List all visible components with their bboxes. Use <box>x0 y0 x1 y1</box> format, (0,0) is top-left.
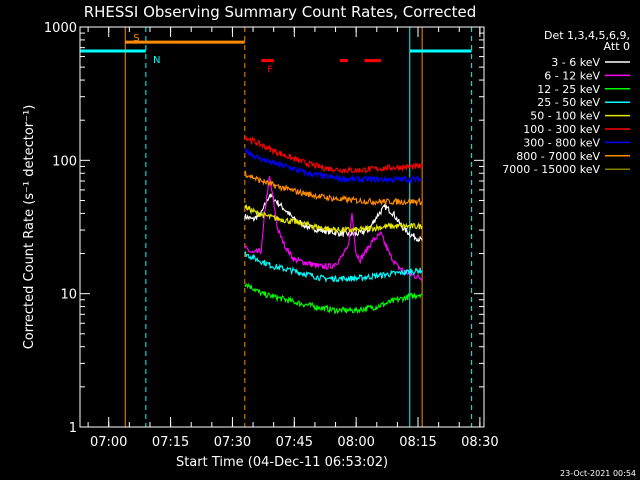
legend-header-line: Att 0 <box>604 40 630 53</box>
y-tick-label: 1000 <box>44 21 77 36</box>
legend-label-2: 12 - 25 keV <box>537 83 600 96</box>
legend-label-3: 25 - 50 keV <box>537 96 600 109</box>
legend-label-8: 7000 - 15000 keV <box>502 163 600 176</box>
x-tick-label: 07:00 <box>90 435 127 450</box>
y-tick-label: 1 <box>69 421 77 436</box>
y-axis-label: Corrected Count Rate (s⁻¹ detector⁻¹) <box>22 105 37 350</box>
series-line-3 <box>244 251 423 284</box>
series-line-4 <box>244 204 423 235</box>
flag-label-s: S <box>133 33 139 44</box>
y-axis: 1 10 100 1000 <box>44 21 484 436</box>
plot-frame <box>79 26 485 428</box>
series-line-7 <box>244 169 423 207</box>
legend-label-4: 50 - 100 keV <box>530 110 600 123</box>
x-tick-label: 07:15 <box>152 435 189 450</box>
x-tick-label: 07:30 <box>214 435 251 450</box>
series-line-2 <box>244 282 423 315</box>
y-tick-label: 100 <box>52 154 77 169</box>
legend-label-0: 3 - 6 keV <box>551 56 600 69</box>
y-tick-label: 10 <box>60 288 77 303</box>
x-tick-label: 07:45 <box>276 435 313 450</box>
x-axis: 07:00 07:15 07:30 07:45 08:00 08:15 08:30 <box>87 27 499 450</box>
series-line-0 <box>244 193 423 243</box>
legend-label-6: 300 - 800 keV <box>523 136 600 149</box>
series-line-5 <box>244 135 423 175</box>
series-line-1 <box>244 176 423 283</box>
x-tick-label: 08:30 <box>461 435 498 450</box>
legend-label-7: 800 - 7000 keV <box>516 150 600 163</box>
plot-area: S N F <box>80 27 473 427</box>
x-tick-label: 08:15 <box>399 435 436 450</box>
x-tick-label: 08:00 <box>337 435 374 450</box>
legend-label-1: 6 - 12 keV <box>544 69 600 82</box>
chart-title: RHESSI Observing Summary Count Rates, Co… <box>84 3 477 21</box>
legend-label-5: 100 - 300 keV <box>523 123 600 136</box>
series-line-6 <box>244 147 423 185</box>
flag-label-n: N <box>153 55 160 66</box>
generation-timestamp: 23-Oct-2021 00:54 <box>560 469 636 478</box>
x-axis-label: Start Time (04-Dec-11 06:53:02) <box>176 455 388 470</box>
legend-header-line: Det 1,3,4,5,6,9, <box>544 29 630 42</box>
flag-label-f: F <box>267 65 273 76</box>
